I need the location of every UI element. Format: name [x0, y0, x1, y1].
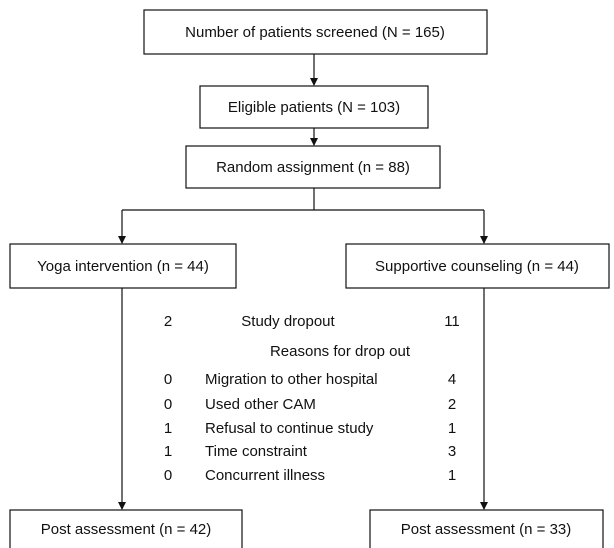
reason: Used other CAM: [205, 396, 316, 413]
dropout-label: Study dropout: [241, 313, 335, 330]
box: [199, 85, 429, 129]
node-label: Random assignment (n = 88): [216, 159, 410, 176]
connectors: [118, 54, 488, 510]
box: [369, 509, 604, 548]
dropout-table: 2 Study dropout 11 Reasons for drop out …: [164, 313, 460, 484]
reason: Concurrent illness: [205, 467, 325, 484]
yoga-count: 2: [164, 313, 172, 330]
counseling-count: 11: [444, 313, 460, 330]
box: [143, 9, 488, 55]
box: [9, 509, 243, 548]
reason: Time constraint: [205, 443, 308, 460]
yoga-count: 0: [164, 467, 172, 484]
reason: Refusal to continue study: [205, 420, 374, 437]
yoga-count: 1: [164, 443, 172, 460]
box: [345, 243, 610, 289]
yoga-count: 0: [164, 396, 172, 413]
boxes: Number of patients screened (N = 165) El…: [9, 9, 610, 548]
counseling-count: 4: [448, 371, 456, 388]
node-label: Supportive counseling (n = 44): [375, 258, 579, 275]
node-label: Post assessment (n = 42): [41, 521, 212, 538]
yoga-count: 0: [164, 371, 172, 388]
reasons-heading: Reasons for drop out: [270, 343, 411, 360]
counseling-count: 3: [448, 443, 456, 460]
node-label: Eligible patients (N = 103): [228, 99, 400, 116]
node-label: Number of patients screened (N = 165): [185, 24, 445, 41]
counseling-count: 2: [448, 396, 456, 413]
counseling-count: 1: [448, 467, 456, 484]
box: [9, 243, 237, 289]
box: [185, 145, 441, 189]
node-label: Post assessment (n = 33): [401, 521, 572, 538]
reason: Migration to other hospital: [205, 371, 378, 388]
node-label: Yoga intervention (n = 44): [37, 258, 209, 275]
counseling-count: 1: [448, 420, 456, 437]
yoga-count: 1: [164, 420, 172, 437]
